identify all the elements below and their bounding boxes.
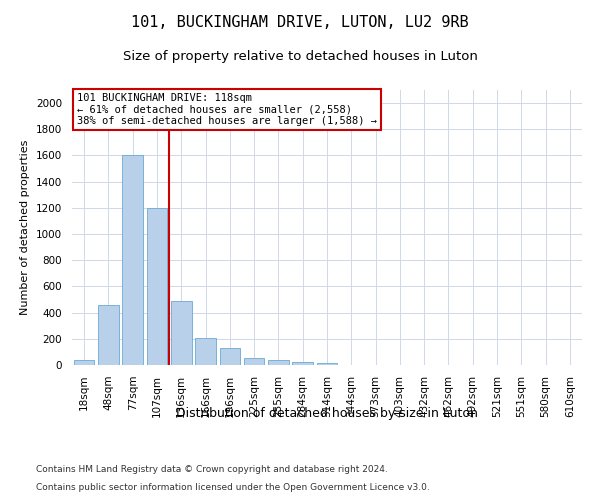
Bar	[317, 363, 337, 365]
Y-axis label: Number of detached properties: Number of detached properties	[20, 140, 31, 315]
Bar	[220, 348, 240, 365]
Bar	[146, 208, 167, 365]
Bar	[122, 156, 143, 365]
Bar	[292, 362, 313, 365]
Bar	[98, 305, 119, 365]
Text: Contains public sector information licensed under the Open Government Licence v3: Contains public sector information licen…	[36, 482, 430, 492]
Bar	[195, 338, 216, 365]
Text: 101, BUCKINGHAM DRIVE, LUTON, LU2 9RB: 101, BUCKINGHAM DRIVE, LUTON, LU2 9RB	[131, 15, 469, 30]
Bar	[171, 301, 191, 365]
Bar	[268, 360, 289, 365]
Text: Size of property relative to detached houses in Luton: Size of property relative to detached ho…	[122, 50, 478, 63]
Text: Distribution of detached houses by size in Luton: Distribution of detached houses by size …	[176, 408, 478, 420]
Bar	[244, 358, 265, 365]
Text: 101 BUCKINGHAM DRIVE: 118sqm
← 61% of detached houses are smaller (2,558)
38% of: 101 BUCKINGHAM DRIVE: 118sqm ← 61% of de…	[77, 93, 377, 126]
Text: Contains HM Land Registry data © Crown copyright and database right 2024.: Contains HM Land Registry data © Crown c…	[36, 465, 388, 474]
Bar	[74, 360, 94, 365]
